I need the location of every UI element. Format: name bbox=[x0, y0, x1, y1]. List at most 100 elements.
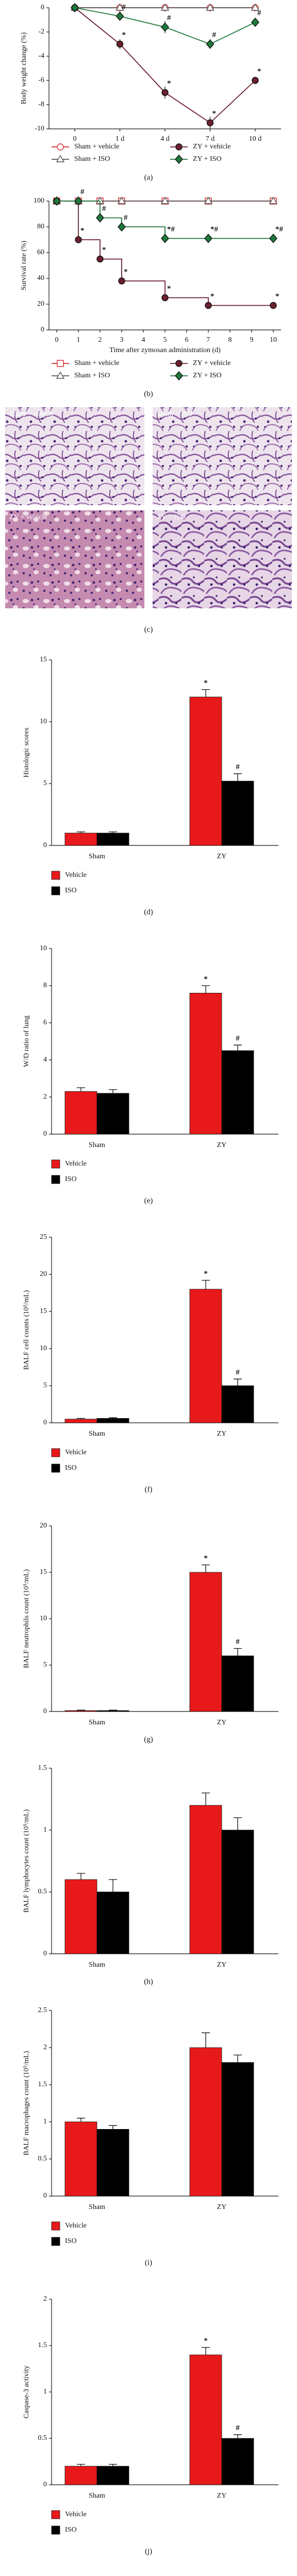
legend-label: ISO bbox=[65, 1464, 77, 1472]
x-tick-label: 9 bbox=[250, 336, 254, 344]
bar bbox=[221, 2062, 254, 2197]
marker bbox=[270, 302, 277, 309]
legend-label: ISO bbox=[65, 2237, 77, 2245]
y-tick-label: 2 bbox=[43, 2295, 47, 2303]
marker bbox=[160, 3, 170, 11]
marker bbox=[175, 371, 183, 381]
y-tick-label: 0 bbox=[43, 2481, 47, 2488]
y-tick-label: 0.5 bbox=[38, 2155, 47, 2163]
bar bbox=[96, 2466, 129, 2485]
significance-mark: *# bbox=[210, 225, 219, 234]
bar bbox=[96, 1418, 129, 1423]
legend-label: ISO bbox=[65, 2526, 77, 2534]
micrograph-label: ZY + vehicle bbox=[9, 513, 47, 521]
significance-mark: # bbox=[124, 213, 128, 222]
y-tick-label: 1.5 bbox=[38, 1764, 47, 1772]
legend-swatch bbox=[51, 2237, 60, 2246]
marker bbox=[269, 234, 277, 243]
panel-caption: (b) bbox=[144, 390, 153, 398]
x-tick-label: 2 bbox=[98, 336, 102, 344]
x-tick-label: ZY bbox=[217, 1430, 227, 1438]
panel-caption: (d) bbox=[144, 908, 153, 916]
marker bbox=[118, 222, 126, 232]
marker bbox=[57, 360, 64, 367]
legend-label: Sham + vehicle bbox=[74, 359, 119, 367]
significance-mark: * bbox=[275, 292, 279, 301]
error-bar bbox=[234, 1378, 242, 1386]
x-tick-label: 3 bbox=[120, 336, 124, 344]
y-axis-label: Caspase-3 activity bbox=[23, 2365, 30, 2418]
significance-mark: * bbox=[257, 67, 261, 75]
y-tick-label: 100 bbox=[34, 197, 44, 205]
significance-mark: # bbox=[212, 31, 217, 39]
bar bbox=[189, 696, 222, 846]
micrograph-panel: Sham + vehicle Sham + ISO ZY + vehicle Z… bbox=[5, 407, 292, 634]
y-tick-label: 2.5 bbox=[38, 2006, 47, 2014]
y-tick-label: 10 bbox=[40, 1615, 47, 1622]
y-tick-label: 0 bbox=[43, 1130, 47, 1138]
y-tick-label: 0 bbox=[43, 1707, 47, 1715]
x-tick-label: 4 bbox=[142, 336, 145, 344]
bar bbox=[221, 1655, 254, 1712]
x-tick-label: 0 bbox=[73, 135, 77, 143]
marker bbox=[206, 3, 214, 11]
legend-label: Sham + vehicle bbox=[74, 143, 119, 151]
panel-caption: (j) bbox=[145, 2547, 152, 2555]
significance-mark: * bbox=[204, 1554, 208, 1563]
significance-mark: # bbox=[236, 2424, 240, 2432]
error-bar bbox=[202, 2032, 210, 2048]
y-tick-label: 6 bbox=[43, 1019, 47, 1026]
marker bbox=[161, 294, 169, 302]
marker bbox=[96, 255, 104, 263]
micrograph-label: ZY + ISO bbox=[157, 513, 186, 521]
bar bbox=[64, 2121, 97, 2197]
marker bbox=[57, 143, 64, 151]
x-tick-label: ZY bbox=[217, 1141, 227, 1149]
micrograph bbox=[5, 407, 144, 505]
y-tick-label: 0.5 bbox=[38, 1888, 47, 1896]
legend-label: Vehicle bbox=[65, 2511, 87, 2518]
bar bbox=[221, 1830, 254, 1954]
bar bbox=[221, 1385, 254, 1423]
significance-mark: # bbox=[102, 205, 106, 213]
y-tick-label: 1.5 bbox=[38, 2081, 47, 2088]
y-tick-label: -2 bbox=[38, 28, 44, 36]
legend-label: ISO bbox=[65, 1175, 77, 1183]
legend-swatch bbox=[51, 1448, 60, 1457]
significance-mark: * bbox=[102, 246, 106, 254]
marker bbox=[117, 196, 126, 204]
x-tick-label: 10 d bbox=[249, 135, 262, 143]
y-axis-label: BALF macrophages count (10⁵/mL) bbox=[23, 2051, 30, 2155]
marker bbox=[175, 143, 183, 151]
y-tick-label: 0 bbox=[43, 841, 47, 849]
bar bbox=[64, 1879, 97, 1954]
error-bar bbox=[202, 2347, 210, 2355]
significance-mark: * bbox=[80, 226, 85, 235]
error-bar bbox=[109, 1879, 117, 1892]
legend-swatch bbox=[51, 2510, 60, 2519]
marker bbox=[161, 234, 169, 243]
legend-label: Sham + ISO bbox=[74, 155, 110, 163]
y-tick-label: 1 bbox=[43, 2388, 47, 2396]
significance-mark: * bbox=[204, 975, 208, 983]
bar bbox=[189, 1805, 222, 1954]
marker bbox=[251, 18, 259, 27]
y-tick-label: 10 bbox=[40, 1344, 47, 1352]
marker bbox=[116, 3, 124, 11]
x-tick-label: Sham bbox=[89, 1961, 105, 1969]
significance-mark: * bbox=[124, 268, 128, 276]
bar bbox=[64, 1419, 97, 1423]
series-line bbox=[57, 201, 273, 239]
marker bbox=[204, 234, 212, 243]
significance-mark: * bbox=[210, 292, 214, 301]
legend-label: Sham + ISO bbox=[74, 372, 110, 379]
y-axis-label: W/D ratio of lung bbox=[23, 1016, 30, 1067]
y-tick-label: 0 bbox=[41, 326, 44, 334]
panel-caption: (f) bbox=[145, 1485, 153, 1493]
y-tick-label: 15 bbox=[40, 656, 47, 663]
marker bbox=[175, 360, 183, 367]
error-bar bbox=[109, 2464, 117, 2466]
y-tick-label: 60 bbox=[37, 248, 44, 256]
bar bbox=[96, 833, 129, 846]
legend-swatch bbox=[51, 1464, 60, 1473]
